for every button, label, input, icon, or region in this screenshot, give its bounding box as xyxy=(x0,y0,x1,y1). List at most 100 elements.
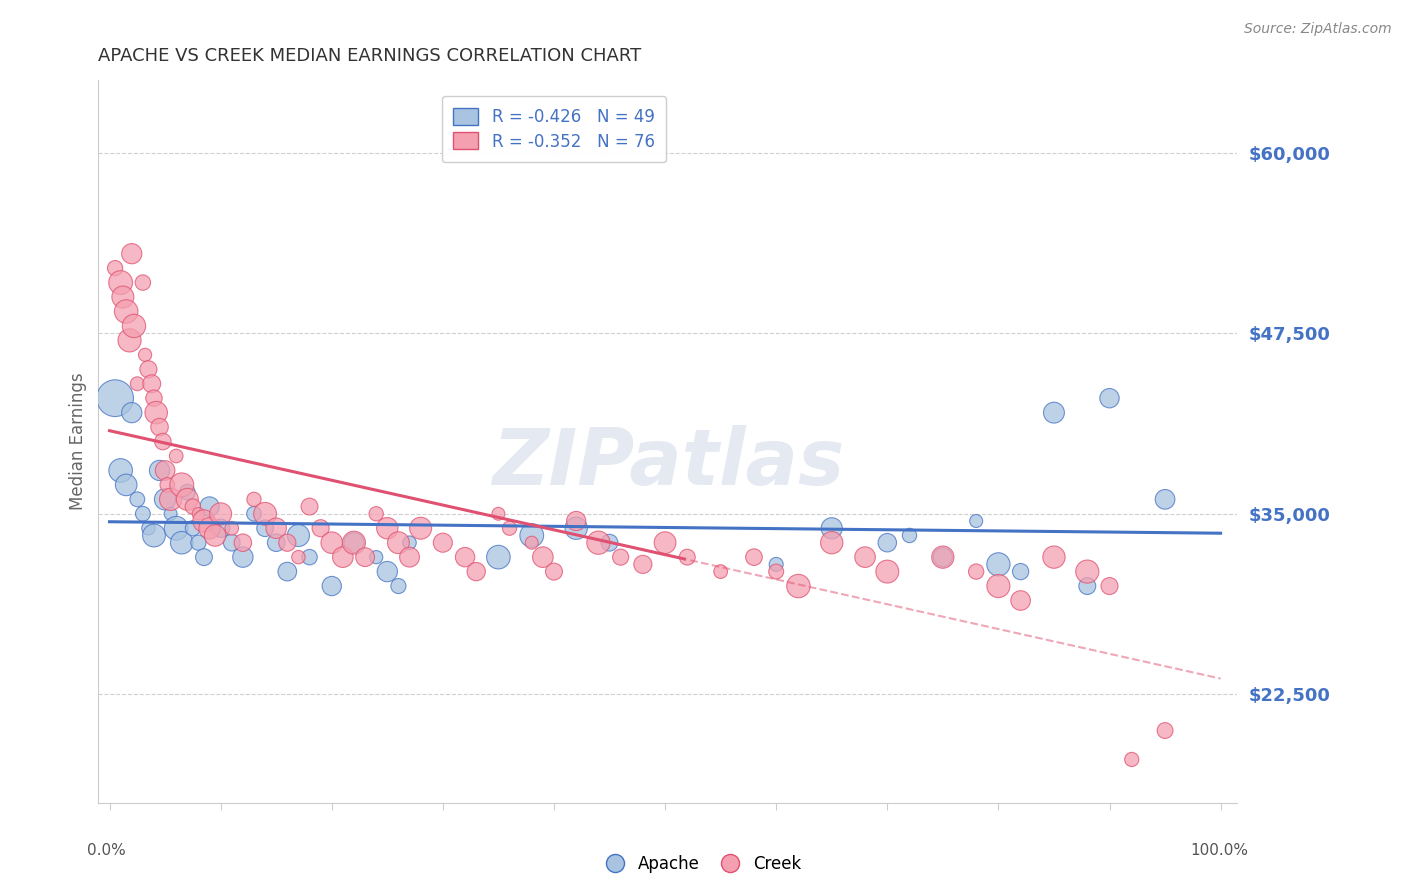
Point xyxy=(276,535,298,549)
Point xyxy=(853,550,876,565)
Point xyxy=(276,565,298,579)
Point xyxy=(432,535,454,549)
Point xyxy=(332,550,354,565)
Point xyxy=(153,463,176,477)
Point xyxy=(110,276,132,290)
Point xyxy=(465,565,488,579)
Point xyxy=(321,535,343,549)
Point xyxy=(243,492,266,507)
Point xyxy=(187,535,209,549)
Point xyxy=(176,485,198,500)
Point xyxy=(1076,579,1098,593)
Point xyxy=(264,535,287,549)
Point xyxy=(543,565,565,579)
Point xyxy=(127,376,149,391)
Text: APACHE VS CREEK MEDIAN EARNINGS CORRELATION CHART: APACHE VS CREEK MEDIAN EARNINGS CORRELAT… xyxy=(98,47,641,65)
Point xyxy=(152,434,174,449)
Point xyxy=(343,535,366,549)
Point xyxy=(821,535,844,549)
Point xyxy=(398,550,420,565)
Point xyxy=(115,478,138,492)
Point xyxy=(676,550,699,565)
Point xyxy=(387,579,409,593)
Point xyxy=(104,391,127,405)
Point xyxy=(118,334,141,348)
Point xyxy=(1043,406,1066,420)
Point xyxy=(965,514,987,528)
Point xyxy=(287,528,309,542)
Point xyxy=(1076,565,1098,579)
Point xyxy=(765,558,787,572)
Point xyxy=(143,391,166,405)
Point xyxy=(132,276,155,290)
Point xyxy=(710,565,733,579)
Point xyxy=(1154,492,1177,507)
Point xyxy=(141,376,163,391)
Point xyxy=(1010,593,1032,607)
Point xyxy=(148,463,170,477)
Text: 100.0%: 100.0% xyxy=(1191,843,1249,857)
Point xyxy=(298,500,321,514)
Point xyxy=(932,550,955,565)
Point xyxy=(387,535,409,549)
Point xyxy=(165,449,187,463)
Point xyxy=(898,528,921,542)
Point xyxy=(254,507,277,521)
Point xyxy=(520,535,543,549)
Point xyxy=(243,507,266,521)
Point xyxy=(298,550,321,565)
Point xyxy=(498,521,520,535)
Point xyxy=(565,514,588,528)
Point xyxy=(111,290,134,304)
Point xyxy=(232,550,254,565)
Point xyxy=(1154,723,1177,738)
Point xyxy=(654,535,676,549)
Point xyxy=(787,579,810,593)
Point xyxy=(181,521,204,535)
Point xyxy=(121,406,143,420)
Point xyxy=(588,535,610,549)
Point xyxy=(375,521,398,535)
Point xyxy=(375,565,398,579)
Point xyxy=(122,318,145,333)
Point xyxy=(198,521,221,535)
Point xyxy=(170,478,193,492)
Point xyxy=(565,521,588,535)
Point xyxy=(145,406,167,420)
Text: Source: ZipAtlas.com: Source: ZipAtlas.com xyxy=(1244,22,1392,37)
Point xyxy=(821,521,844,535)
Point xyxy=(176,492,198,507)
Legend: R = -0.426   N = 49, R = -0.352   N = 76: R = -0.426 N = 49, R = -0.352 N = 76 xyxy=(441,95,666,162)
Point xyxy=(366,507,388,521)
Point xyxy=(599,535,621,549)
Point xyxy=(965,565,987,579)
Point xyxy=(134,348,156,362)
Point xyxy=(159,507,181,521)
Point xyxy=(309,521,332,535)
Point xyxy=(193,550,215,565)
Point xyxy=(138,362,160,376)
Point xyxy=(165,521,187,535)
Point xyxy=(121,246,143,260)
Point xyxy=(1010,565,1032,579)
Point xyxy=(209,521,232,535)
Point xyxy=(1098,391,1121,405)
Point xyxy=(156,478,179,492)
Point xyxy=(159,492,181,507)
Point xyxy=(631,558,654,572)
Point xyxy=(876,565,898,579)
Point xyxy=(132,507,155,521)
Point xyxy=(193,514,215,528)
Point xyxy=(486,550,509,565)
Point xyxy=(115,304,138,318)
Point xyxy=(148,420,170,434)
Point xyxy=(354,550,377,565)
Point xyxy=(170,535,193,549)
Text: 0.0%: 0.0% xyxy=(87,843,125,857)
Point xyxy=(187,507,209,521)
Text: ZIPatlas: ZIPatlas xyxy=(492,425,844,501)
Point xyxy=(181,500,204,514)
Point xyxy=(321,579,343,593)
Point xyxy=(366,550,388,565)
Point xyxy=(110,463,132,477)
